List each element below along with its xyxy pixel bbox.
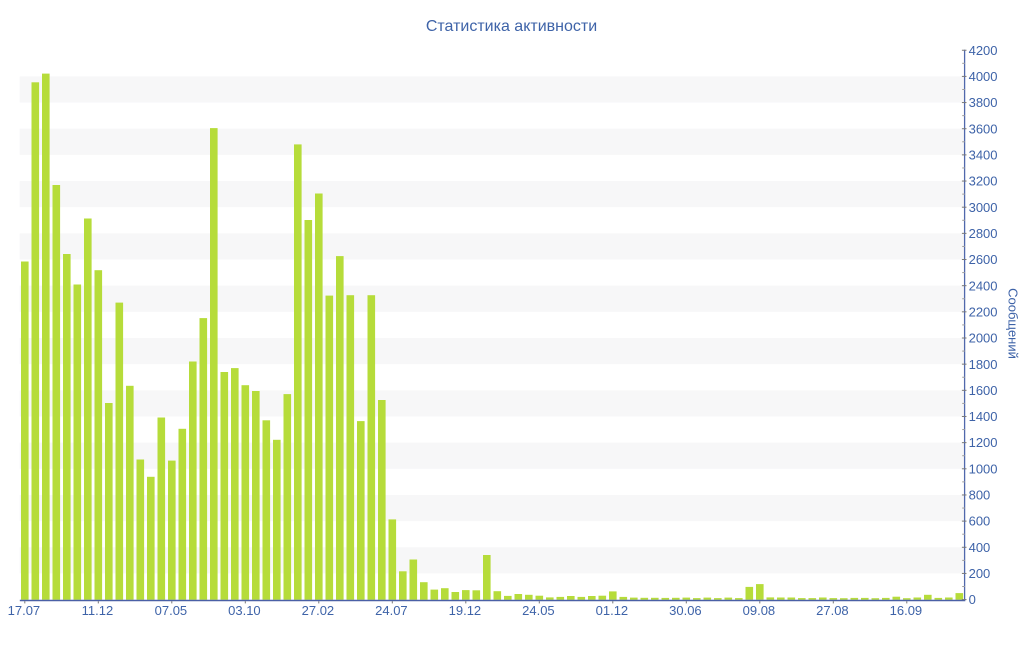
svg-text:1600: 1600 bbox=[969, 383, 998, 398]
svg-text:1000: 1000 bbox=[969, 461, 998, 476]
svg-text:24.07: 24.07 bbox=[375, 603, 408, 618]
svg-text:Сообщений: Сообщений bbox=[1006, 288, 1021, 359]
svg-text:11.12: 11.12 bbox=[82, 603, 114, 618]
svg-text:2400: 2400 bbox=[969, 278, 998, 293]
svg-text:1800: 1800 bbox=[969, 357, 998, 372]
svg-text:4200: 4200 bbox=[969, 43, 998, 58]
svg-text:16.09: 16.09 bbox=[890, 603, 923, 618]
svg-text:07.05: 07.05 bbox=[155, 603, 188, 618]
svg-text:01.12: 01.12 bbox=[596, 603, 629, 618]
svg-text:200: 200 bbox=[969, 566, 991, 581]
svg-text:0: 0 bbox=[969, 592, 976, 607]
svg-text:3800: 3800 bbox=[969, 95, 998, 110]
svg-text:1400: 1400 bbox=[969, 409, 998, 424]
svg-text:4000: 4000 bbox=[969, 69, 998, 84]
svg-text:800: 800 bbox=[969, 488, 991, 503]
svg-text:400: 400 bbox=[969, 540, 991, 555]
svg-text:2600: 2600 bbox=[969, 252, 998, 267]
svg-text:30.06: 30.06 bbox=[669, 603, 702, 618]
svg-text:09.08: 09.08 bbox=[743, 603, 776, 618]
svg-text:3200: 3200 bbox=[969, 174, 998, 189]
svg-text:2000: 2000 bbox=[969, 331, 998, 346]
svg-text:24.05: 24.05 bbox=[522, 603, 555, 618]
svg-text:27.08: 27.08 bbox=[816, 603, 849, 618]
svg-text:Статистика активности: Статистика активности bbox=[426, 18, 597, 35]
svg-text:27.02: 27.02 bbox=[302, 603, 335, 618]
svg-text:3600: 3600 bbox=[969, 121, 998, 136]
svg-text:03.10: 03.10 bbox=[228, 603, 261, 618]
svg-text:3400: 3400 bbox=[969, 147, 998, 162]
svg-text:17.07: 17.07 bbox=[8, 603, 41, 618]
svg-text:19.12: 19.12 bbox=[449, 603, 482, 618]
svg-text:2800: 2800 bbox=[969, 226, 998, 241]
svg-text:600: 600 bbox=[969, 514, 991, 529]
svg-text:2200: 2200 bbox=[969, 304, 998, 319]
svg-text:1200: 1200 bbox=[969, 435, 998, 450]
svg-text:3000: 3000 bbox=[969, 200, 998, 215]
